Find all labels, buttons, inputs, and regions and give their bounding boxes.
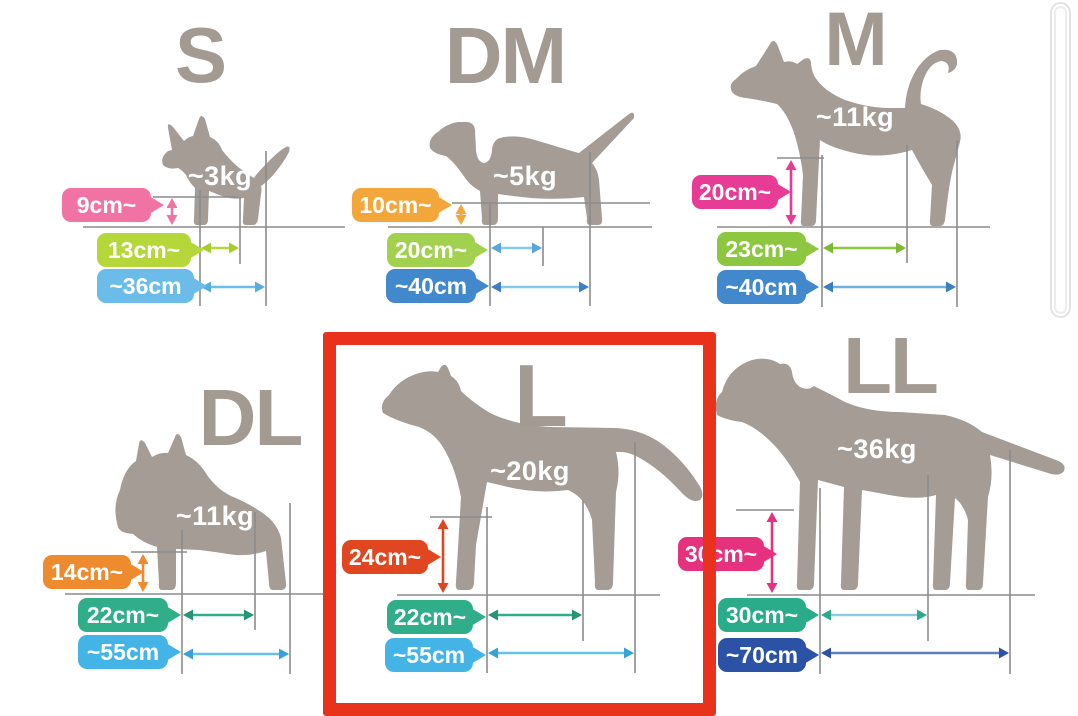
dog-silhouette-medium-dog <box>381 364 703 590</box>
size-l-back-length-arrow <box>488 609 582 621</box>
size-m-guide-lines <box>717 140 990 307</box>
size-m-group <box>717 41 990 307</box>
size-dm-total-length-label: ~40cm <box>386 269 476 303</box>
size-l-group <box>381 364 703 673</box>
size-dm-weight: ~5kg <box>492 161 558 191</box>
size-s-height-arrow <box>166 198 178 225</box>
size-s-total-length-label: ~36cm <box>97 269 194 303</box>
size-dl-group <box>65 434 328 674</box>
size-l-title: L <box>514 346 568 445</box>
size-dm-height-arrow <box>455 204 467 225</box>
size-ll-back-length-label: 30cm~ <box>718 598 806 632</box>
size-l-guide-lines <box>397 442 660 673</box>
size-s-back-length-label: 13cm~ <box>97 233 191 267</box>
size-m-title: M <box>824 0 887 82</box>
size-ll-title: LL <box>843 321 939 410</box>
size-ll-total-length-label: ~70cm <box>718 638 806 672</box>
highlight-box-size-l <box>323 332 716 716</box>
size-s-group <box>83 116 345 306</box>
size-dm-group <box>388 112 652 306</box>
size-s-back-length-arrow <box>201 242 239 254</box>
size-dl-total-length-label: ~55cm <box>78 635 168 669</box>
size-l-weight: ~20kg <box>490 456 570 486</box>
dog-silhouette-labrador <box>715 358 1065 590</box>
size-m-total-length-label: ~40cm <box>717 270 806 304</box>
size-ll-height-label: 30cm~ <box>678 537 764 571</box>
size-ll-back-length-arrow <box>821 609 927 621</box>
dog-silhouette-dachshund <box>429 112 635 225</box>
size-m-height-label: 20cm~ <box>692 175 778 209</box>
size-m-back-length-arrow <box>823 242 906 254</box>
size-m-back-length-label: 23cm~ <box>717 232 806 266</box>
size-dl-total-length-arrow <box>183 648 289 660</box>
dog-silhouette-shiba <box>730 41 961 226</box>
size-s-weight: ~3kg <box>187 161 253 191</box>
size-dl-height-label: 14cm~ <box>43 555 131 589</box>
size-l-total-length-arrow <box>488 647 634 659</box>
size-dl-back-length-label: 22cm~ <box>78 598 168 632</box>
size-dl-title: DL <box>198 373 304 462</box>
size-l-back-length-label: 22cm~ <box>387 600 473 634</box>
size-m-total-length-arrow <box>823 281 956 293</box>
size-m-weight: ~11kg <box>815 102 895 132</box>
dog-silhouette-french-bulldog <box>115 434 287 590</box>
size-ll-weight: ~36kg <box>837 434 917 464</box>
size-dm-back-length-label: 20cm~ <box>387 233 475 267</box>
size-dm-total-length-arrow <box>491 281 589 293</box>
size-l-height-arrow <box>437 519 449 593</box>
scrollbar[interactable] <box>1050 2 1071 318</box>
size-dl-back-length-arrow <box>183 609 254 621</box>
size-s-height-label: 9cm~ <box>62 188 151 222</box>
size-dl-guide-lines <box>65 503 328 674</box>
size-dm-height-label: 10cm~ <box>352 188 439 222</box>
size-l-total-length-label: ~55cm <box>385 638 473 672</box>
size-ll-total-length-arrow <box>821 647 1009 659</box>
size-s-title: S <box>174 11 227 99</box>
size-dm-guide-lines <box>388 152 652 306</box>
size-dl-weight: ~11kg <box>175 501 255 531</box>
size-ll-guide-lines <box>736 450 1035 674</box>
scrollbar-thumb[interactable] <box>1054 6 1067 314</box>
size-ll-group <box>715 358 1065 674</box>
dog-silhouette-chihuahua <box>162 116 290 225</box>
size-m-height-arrow <box>785 160 797 225</box>
size-dm-title: DM <box>444 11 567 100</box>
size-s-total-length-arrow <box>201 281 265 293</box>
size-l-height-label: 24cm~ <box>342 540 428 574</box>
size-dm-back-length-arrow <box>491 242 542 254</box>
